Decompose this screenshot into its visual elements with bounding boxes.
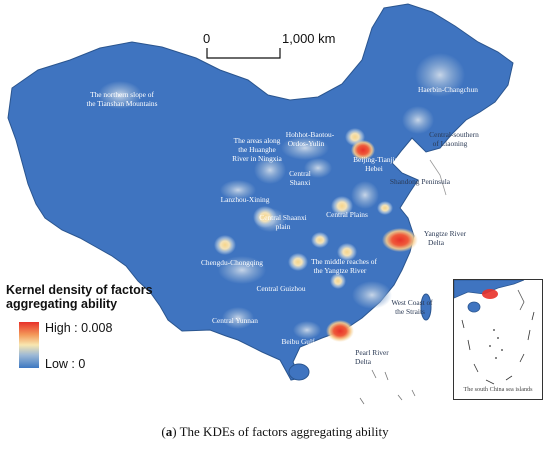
scale-end-label: 1,000 km [282,31,335,46]
south-china-sea-inset [453,279,543,400]
label-shandong: Shandong Peninsula [390,177,451,186]
caption-label: a [165,424,173,439]
hotspot-beijing [351,140,375,160]
legend-title: Kernel density of factors aggregating ab… [6,283,153,311]
inset-caption: The south China sea islands [463,386,533,393]
label-haerbin: Haerbin-Changchun [418,85,478,94]
svg-text:Beijing-Tianjin-Hebei: Beijing-Tianjin-Hebei [353,155,401,173]
hainan-island [288,363,310,381]
region-labels: The northern slope of the Tianshan Mounta… [86,85,479,366]
label-yunnan: Central Yunnan [212,316,258,325]
island-dashes [359,369,416,405]
hotspot-pearl-delta [326,320,354,342]
legend-color-ramp [19,322,39,368]
label-tianshan-2: the Tianshan Mountains [86,99,157,108]
label-central-plains: Central Plains [326,210,368,219]
caption-text: The KDEs of factors aggregating ability [176,424,389,439]
label-tianshan-1: The northern slope of [90,90,154,99]
label-beibu: Beibu Gulf [281,337,315,346]
label-liaoning-1: Central-southern [429,130,479,139]
legend-low-label: Low : 0 [45,357,86,371]
scale-start-label: 0 [203,31,210,46]
label-guizhou: Central Guizhou [256,284,305,293]
label-chengdu: Chengdu-Chongqing [201,258,263,267]
density-surface [98,53,465,342]
taiwan-island [420,293,432,321]
label-liaoning-2: of Liaoning [433,139,468,148]
kernel-density-map: 0 1,000 km The northern slope of the Tian… [7,3,514,405]
svg-text:Hohhot-Baotou-Ordos-Yulin: Hohhot-Baotou-Ordos-Yulin [286,130,335,148]
legend-high-label: High : 0.008 [45,321,113,335]
figure-caption: (a) The KDEs of factors aggregating abil… [161,424,389,439]
scale-bar: 0 1,000 km [203,31,335,59]
hotspot-yangtze-delta [382,228,418,252]
neighbouring-coastline [429,159,447,196]
label-lanzhou: Lanzhou-Xining [221,195,270,204]
inset-map [453,279,535,385]
